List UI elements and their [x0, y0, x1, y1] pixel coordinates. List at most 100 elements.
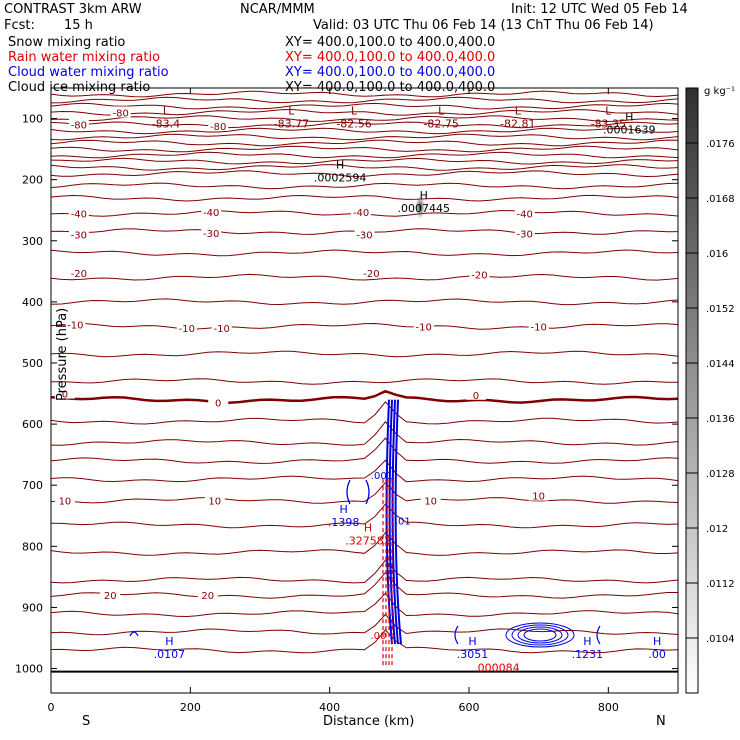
x-tick-label: 400	[319, 701, 340, 714]
contour-label: 0	[215, 399, 221, 410]
temperature-contour-line	[50, 613, 679, 636]
small-contour-label: .001	[371, 471, 393, 482]
contour-label: -80	[71, 121, 87, 132]
temperature-contour-line	[50, 421, 679, 446]
extremum-marker: H	[625, 111, 633, 124]
contour-label-bg	[413, 320, 434, 332]
temperature-contour-line	[50, 459, 679, 483]
extremum-marker: L	[163, 105, 170, 118]
field-name-cloud-water: Cloud water mixing ratio	[8, 65, 169, 80]
contour-label: -40	[71, 209, 87, 220]
extremum-value: -82.56	[336, 118, 371, 131]
extremum-value: .327583	[345, 534, 391, 547]
temperature-contour-line	[50, 145, 679, 153]
temperature-contour-line	[50, 401, 679, 425]
y-tick-label: 400	[22, 296, 43, 309]
field-name-snow: Snow mixing ratio	[8, 35, 126, 50]
y-tick-label: 300	[22, 235, 43, 248]
contour-label: 20	[104, 591, 117, 602]
cloud-water-contour	[129, 631, 139, 637]
contour-label-bg	[176, 322, 197, 334]
extremum-value: -83.77	[274, 118, 309, 131]
extremum-value: .0002594	[314, 171, 367, 184]
colorbar-label: .0168	[706, 194, 735, 205]
cloud-water-contour	[511, 624, 569, 646]
temperature-contour-line	[50, 322, 679, 330]
valid-time: Valid: 03 UTC Thu 06 Feb 14 (13 ChT Thu …	[313, 18, 654, 33]
contour-label-bg	[68, 228, 89, 240]
contour-label-bg	[354, 228, 375, 240]
axes: 0 200 400 600 800100200300400500600700800900…	[15, 88, 678, 714]
north-label: N	[656, 714, 666, 729]
temperature-contour-line	[50, 481, 679, 504]
contour-label-bg	[208, 396, 229, 408]
contour-label-bg	[197, 589, 218, 601]
contour-label: 10	[208, 497, 221, 508]
south-label: S	[82, 714, 90, 729]
cloud-water-contour	[454, 625, 459, 645]
contour-label-bg	[68, 267, 89, 279]
contour-label-bg	[100, 589, 121, 601]
extremum-marker: L	[605, 105, 612, 118]
contour-label-bg	[68, 118, 89, 130]
extremum-value: .3051	[457, 648, 489, 661]
extremum-value: .1231	[572, 648, 604, 661]
contour-label: -40	[517, 209, 533, 220]
temperature-contour-line	[50, 182, 679, 190]
contour-label: -30	[517, 229, 533, 240]
model-title: CONTRAST 3km ARW	[4, 2, 142, 17]
temperature-contour-line	[50, 102, 679, 110]
contour-label: -30	[356, 231, 372, 242]
contour-label-bg	[204, 494, 225, 506]
field-name-rain: Rain water mixing ratio	[8, 50, 161, 65]
extremum-marker: H	[583, 635, 591, 648]
cloud-water-contour	[365, 479, 370, 505]
temperature-contour-line	[50, 298, 679, 306]
temperature-contour-line	[50, 571, 678, 599]
hydrometeor-contours	[129, 195, 601, 666]
cloud-water-core-contour	[394, 399, 402, 645]
contour-labels: -80 -80 -80 -40 -40 -40 -40 -30 -30 -30 -30 -20 -20 -…	[54, 105, 666, 674]
y-tick-label: 600	[22, 418, 43, 431]
forecast-hour: 15 h	[64, 18, 93, 33]
contour-label-bg	[514, 227, 535, 239]
field-xy-snow: XY= 400.0,100.0 to 400.0,400.0	[285, 35, 496, 50]
contour-label: 0	[473, 391, 479, 402]
contour-label: 20	[201, 591, 214, 602]
colorbar-scale	[685, 87, 699, 694]
contour-label-bg	[361, 267, 382, 279]
temperature-contours	[50, 90, 679, 673]
cloud-water-contour	[523, 628, 557, 642]
colorbar-label: .0144	[706, 359, 735, 370]
extremum-value: .000084	[474, 661, 520, 674]
contour-label-bg	[351, 206, 372, 218]
y-tick-label: 800	[22, 540, 43, 553]
y-tick-label: 500	[22, 357, 43, 370]
contour-label-bg	[68, 207, 89, 219]
colorbar-label: .012	[706, 524, 728, 535]
contour-label: -10	[530, 322, 546, 333]
extremum-marker: H	[336, 158, 344, 171]
extremum-value: .1398	[328, 516, 360, 529]
field-xy-rain: XY= 400.0,100.0 to 400.0,400.0	[285, 50, 496, 65]
contour-label-bg	[528, 320, 549, 332]
cloud-water-core-contour	[388, 399, 396, 645]
contour-label: 10	[532, 492, 545, 503]
org-label: NCAR/MMM	[240, 2, 315, 17]
temperature-contour-line	[50, 437, 679, 464]
colorbar-label: .0176	[706, 139, 735, 150]
contour-label-bg	[211, 322, 232, 334]
contour-label-bg	[201, 206, 222, 218]
extremum-marker: H	[364, 521, 372, 534]
temperature-contour-line	[50, 592, 679, 618]
temperature-contour-line	[50, 194, 679, 202]
contour-label-bg	[54, 494, 75, 506]
extremum-marker: L	[515, 105, 522, 118]
y-tick-label: 200	[22, 174, 43, 187]
extremum-marker: L	[438, 105, 445, 118]
x-axis-title: Distance (km)	[323, 714, 414, 729]
contour-label: -40	[353, 208, 369, 219]
temperature-contour-line	[50, 157, 679, 165]
colorbar-label: .0136	[706, 414, 735, 425]
